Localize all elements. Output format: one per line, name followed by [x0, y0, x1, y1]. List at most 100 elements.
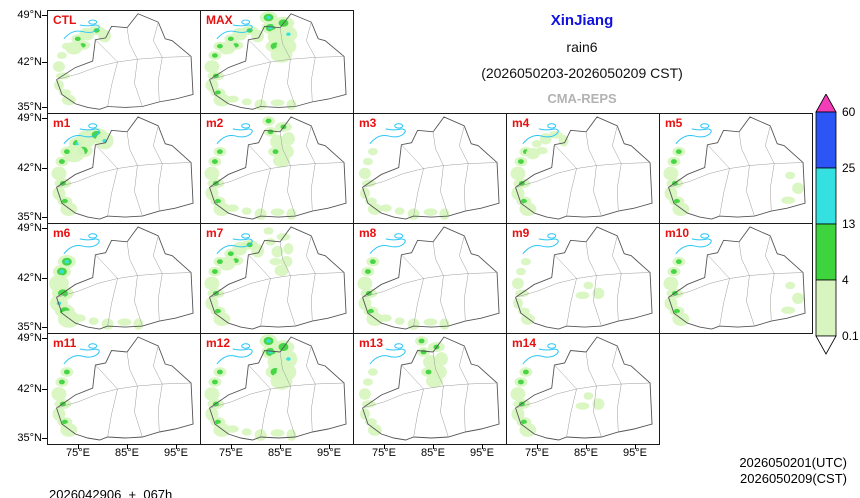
- x-tick-mark: [482, 444, 483, 449]
- precipitation-layer: [204, 116, 297, 220]
- map-panel: m11: [47, 333, 201, 445]
- x-tick-mark: [127, 444, 128, 449]
- y-tick-mark: [42, 217, 47, 218]
- valid-time-utc: 2026050201(UTC): [739, 455, 847, 470]
- footer-init-times: 2026042906 + 067h 2026042914 + 067h: [49, 455, 172, 498]
- map-panel: m14: [506, 333, 660, 445]
- y-tick-mark: [42, 168, 47, 169]
- map-panel: m8: [353, 223, 507, 334]
- map-panel: m7: [200, 223, 354, 334]
- title-region: XinJiang: [550, 12, 614, 29]
- precipitation-layer: [511, 257, 605, 325]
- x-tick-label: 75°E: [219, 447, 243, 459]
- y-tick-label: 35°N: [17, 321, 42, 333]
- precipitation-layer: [358, 147, 450, 220]
- x-tick-mark: [635, 444, 636, 449]
- y-tick-mark: [42, 388, 47, 390]
- x-tick-label: 85°E: [268, 447, 292, 459]
- panel-label: CTL: [53, 13, 77, 27]
- y-tick-label: 42°N: [17, 272, 42, 284]
- title-period: (2026050203-2026050209 CST): [481, 65, 683, 81]
- xinjiang-map: [51, 116, 194, 220]
- valid-time-cst: 2026050209(CST): [740, 471, 847, 486]
- panel-label: m11: [53, 336, 77, 350]
- y-tick-mark: [42, 228, 47, 229]
- xinjiang-map: [358, 116, 500, 220]
- y-tick-mark: [42, 118, 47, 119]
- panel-label: m12: [206, 336, 231, 350]
- y-tick-label: 49°N: [17, 112, 42, 124]
- colorbar-level-label: 4: [842, 273, 849, 287]
- title-variable: rain6: [566, 39, 598, 55]
- panel-label: m14: [512, 336, 537, 350]
- x-tick-mark: [78, 444, 79, 449]
- xinjiang-map: [52, 13, 194, 110]
- y-tick-label: 49°N: [17, 9, 42, 21]
- xinjiang-map: [510, 116, 653, 220]
- xinjiang-map: [663, 116, 806, 220]
- x-tick-mark: [280, 444, 281, 449]
- x-tick-label: 85°E: [574, 447, 598, 459]
- panel-label: m5: [665, 116, 683, 130]
- map-panel: m10: [659, 223, 813, 334]
- precipitation-layer: [663, 146, 805, 216]
- colorbar-level-label: 0.1: [842, 329, 859, 343]
- xinjiang-map: [48, 226, 194, 330]
- y-tick-mark: [42, 61, 47, 63]
- footer-valid-times: 2026050201(UTC) 2026050209(CST): [739, 455, 847, 487]
- panel-label: m10: [665, 226, 690, 240]
- precipitation-layer: [204, 334, 298, 441]
- x-tick-label: 95°E: [164, 447, 188, 459]
- colorbar-segment: [815, 167, 837, 225]
- xinjiang-map: [663, 226, 806, 330]
- x-tick-mark: [586, 444, 587, 449]
- panel-label: m6: [53, 226, 71, 240]
- precipitation-layer: [510, 367, 605, 437]
- x-tick-label: 95°E: [623, 447, 647, 459]
- precipitation-layer: [358, 336, 448, 436]
- xinjiang-map: [357, 226, 500, 330]
- colorbar-level-label: 25: [842, 161, 856, 175]
- map-panel: m5: [659, 113, 813, 224]
- y-tick-mark: [42, 15, 47, 16]
- map-panel: m4: [506, 113, 660, 224]
- x-tick-label: 85°E: [115, 447, 139, 459]
- map-panel: CTL: [47, 10, 201, 114]
- y-tick-label: 49°N: [17, 222, 42, 234]
- x-tick-mark: [176, 444, 177, 449]
- precipitation-layer: [204, 11, 298, 110]
- title-model: CMA-REPS: [547, 91, 617, 106]
- panel-label: MAX: [206, 13, 233, 27]
- colorbar-level-label: 13: [842, 217, 856, 231]
- x-tick-mark: [433, 444, 434, 449]
- xinjiang-map: [204, 11, 347, 110]
- precipitation-layer: [663, 256, 805, 326]
- xinjiang-map: [204, 334, 347, 441]
- xinjiang-map: [204, 226, 347, 330]
- panel-label: m9: [512, 226, 530, 240]
- x-tick-label: 75°E: [372, 447, 396, 459]
- precipitation-layer: [51, 128, 114, 216]
- x-tick-mark: [537, 444, 538, 449]
- x-tick-label: 85°E: [421, 447, 445, 459]
- precipitation-layer: [357, 256, 450, 330]
- y-tick-mark: [42, 327, 47, 328]
- precipitation-layer: [51, 367, 78, 437]
- x-tick-label: 95°E: [470, 447, 494, 459]
- y-tick-mark: [42, 278, 47, 279]
- map-panel: m6: [47, 223, 201, 334]
- colorbar-segment: [815, 223, 837, 281]
- y-tick-label: 42°N: [17, 55, 42, 68]
- xinjiang-map: [204, 116, 347, 220]
- colorbar-svg: 60 25 13 4 0.1: [815, 93, 859, 355]
- panel-label: m7: [206, 226, 224, 240]
- xinjiang-map: [510, 336, 653, 441]
- x-tick-label: 95°E: [317, 447, 341, 459]
- x-tick-label: 75°E: [525, 447, 549, 459]
- y-tick-label: 35°N: [17, 101, 42, 113]
- x-tick-mark: [384, 444, 385, 449]
- map-panel: m9: [506, 223, 660, 334]
- y-tick-label: 35°N: [17, 211, 42, 223]
- colorbar-segment: [815, 279, 837, 337]
